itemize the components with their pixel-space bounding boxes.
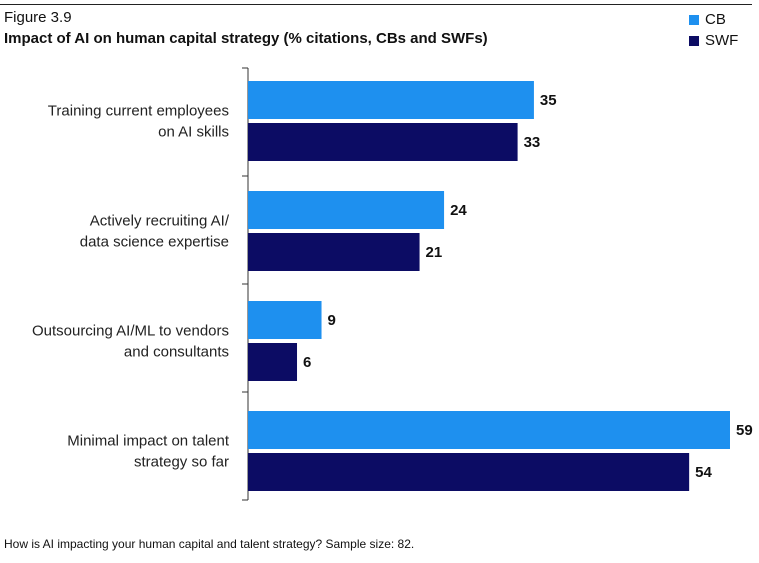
category-label: on AI skills	[158, 124, 229, 141]
legend-label-swf: SWF	[705, 32, 739, 49]
figure-label: Figure 3.9	[4, 9, 72, 26]
top-rule	[0, 4, 752, 5]
legend-item-swf: SWF	[689, 30, 738, 51]
category-label: and consultants	[124, 344, 229, 361]
data-label: 59	[736, 422, 753, 439]
footnote: How is AI impacting your human capital a…	[4, 537, 415, 551]
data-label: 24	[450, 202, 467, 219]
data-label: 35	[540, 92, 557, 109]
category-label: data science expertise	[80, 234, 229, 251]
data-label: 9	[328, 312, 336, 329]
category-label: Actively recruiting AI/	[90, 213, 230, 230]
data-label: 21	[426, 244, 443, 261]
chart-title: Impact of AI on human capital strategy (…	[4, 30, 488, 47]
bar-swf	[248, 233, 420, 271]
category-label: Outsourcing AI/ML to vendors	[32, 323, 229, 340]
bar-swf	[248, 343, 298, 381]
bar-cb	[248, 301, 322, 339]
category-label: Training current employees	[48, 103, 229, 120]
legend-swatch-swf	[689, 35, 699, 46]
bar-cb	[248, 191, 445, 229]
bar-cb	[248, 81, 534, 119]
bar-swf	[248, 453, 690, 491]
bar-cb	[248, 411, 730, 449]
legend-label-cb: CB	[705, 11, 726, 28]
legend-item-cb: CB	[689, 9, 738, 30]
bar-swf	[248, 123, 518, 161]
data-label: 33	[524, 134, 541, 151]
category-label: strategy so far	[134, 454, 229, 471]
data-label: 6	[303, 354, 311, 371]
legend-swatch-cb	[689, 14, 699, 25]
category-label: Minimal impact on talent	[67, 433, 230, 450]
data-label: 54	[695, 464, 712, 481]
legend: CB SWF	[689, 9, 738, 51]
